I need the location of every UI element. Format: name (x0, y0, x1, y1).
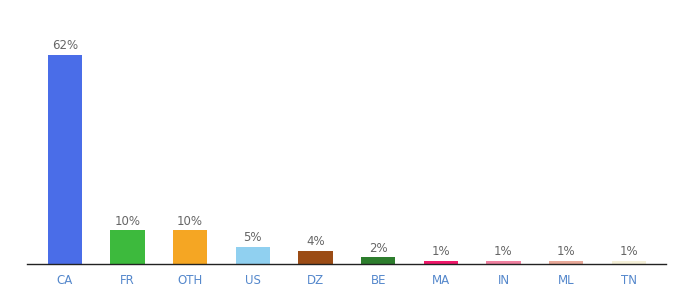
Text: 62%: 62% (52, 39, 78, 52)
Bar (486, 261, 521, 264)
Bar (110, 230, 145, 264)
Text: 1%: 1% (494, 245, 513, 258)
Text: 5%: 5% (243, 231, 262, 244)
Bar (361, 257, 395, 264)
Bar (235, 247, 270, 264)
Bar (611, 261, 646, 264)
Bar (424, 261, 458, 264)
Text: 1%: 1% (619, 245, 638, 258)
Text: 1%: 1% (557, 245, 575, 258)
Bar (48, 55, 82, 264)
Text: 1%: 1% (432, 245, 450, 258)
Bar (549, 261, 583, 264)
Bar (173, 230, 207, 264)
Bar (299, 250, 333, 264)
Text: 4%: 4% (306, 235, 325, 248)
Text: 10%: 10% (114, 214, 141, 227)
Text: 10%: 10% (177, 214, 203, 227)
Text: 2%: 2% (369, 242, 388, 254)
